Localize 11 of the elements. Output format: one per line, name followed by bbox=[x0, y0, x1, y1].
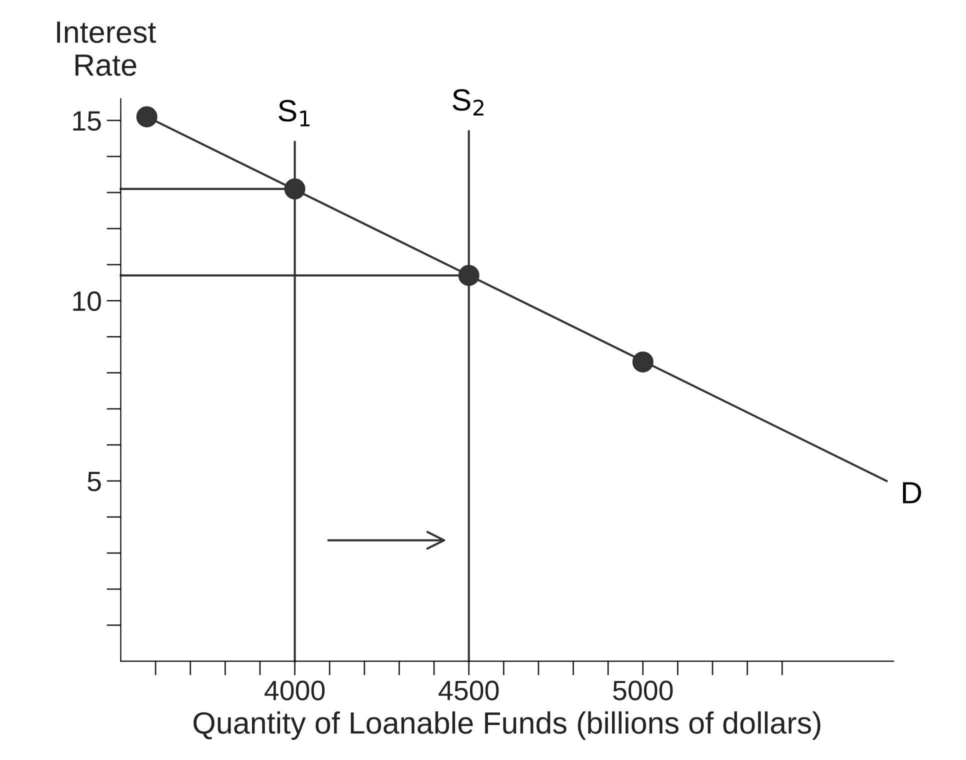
series-label: S$_{1}$ bbox=[278, 100, 310, 126]
y-tick-label: 15 bbox=[73, 111, 101, 131]
x-axis-title: Quantity of Loanable Funds (billions of dollars) bbox=[194, 711, 820, 740]
series-label: D bbox=[903, 482, 922, 504]
x-tick-label: 4500 bbox=[438, 680, 499, 700]
x-tick-label: 4000 bbox=[264, 680, 325, 700]
y-tick-label: 5 bbox=[88, 472, 101, 492]
y-axis-title: Interest Rate bbox=[57, 22, 156, 76]
series-label: S$_{2}$ bbox=[452, 89, 484, 116]
x-tick-label: 5000 bbox=[613, 680, 673, 700]
y-tick-label: 10 bbox=[73, 291, 101, 312]
